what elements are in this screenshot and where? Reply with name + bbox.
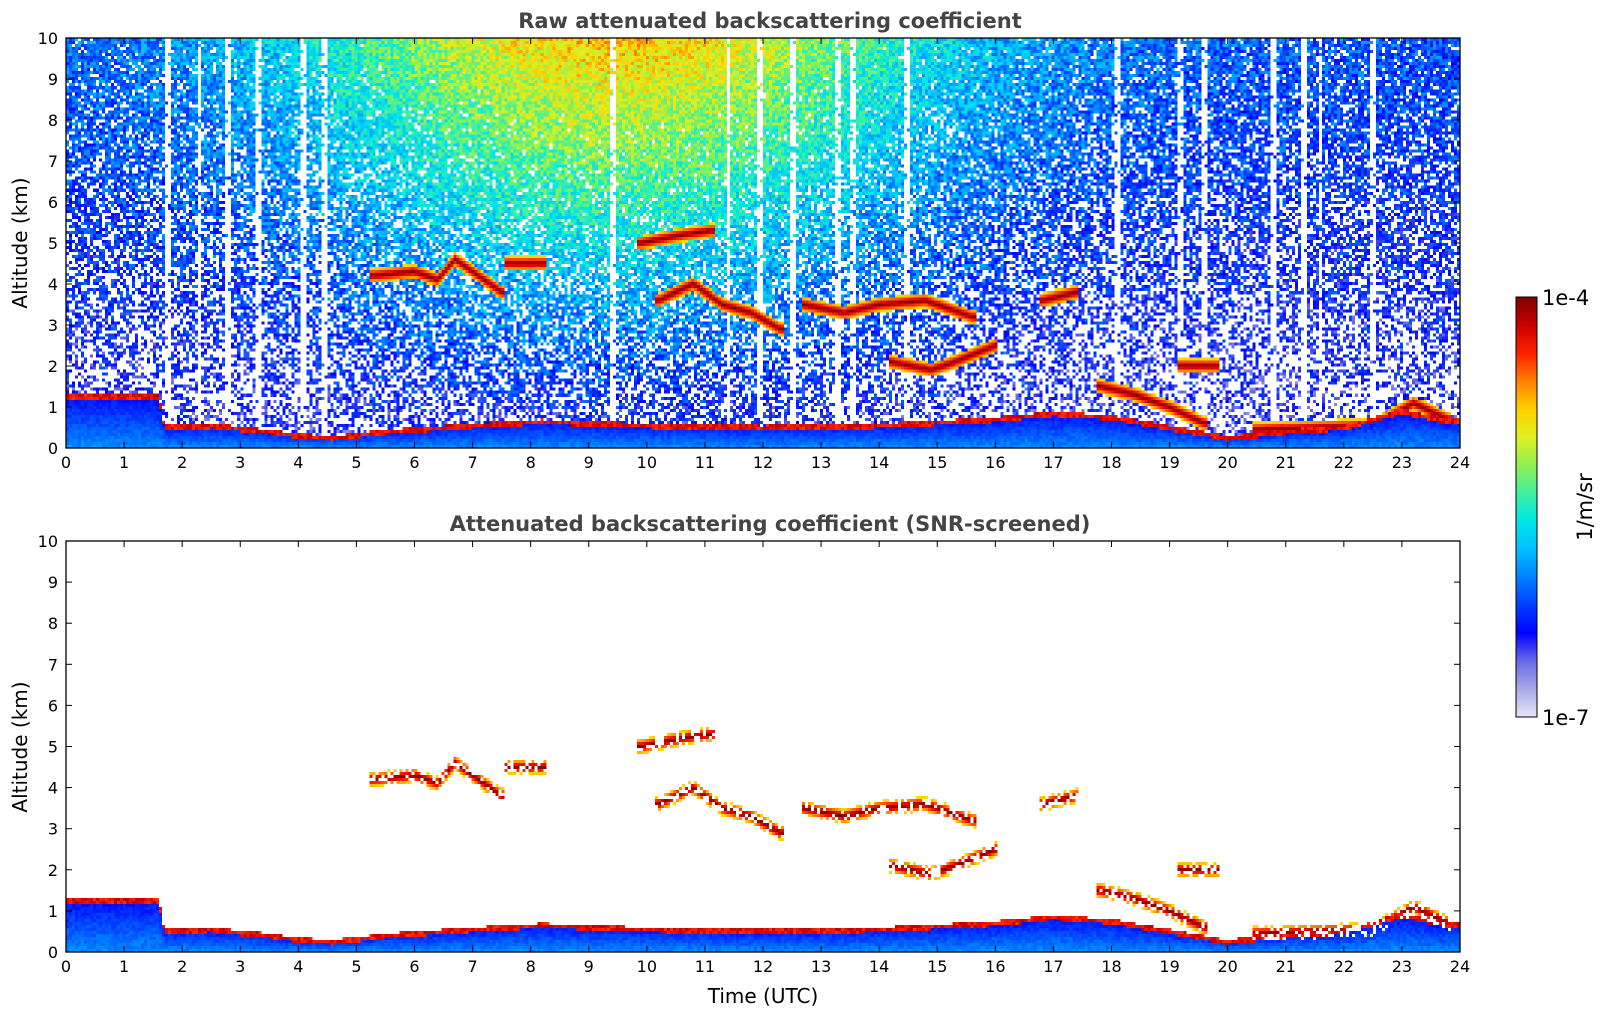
colorbar-unit-label: 1/m/sr <box>1573 473 1597 541</box>
x-tick-label: 5 <box>351 453 361 472</box>
x-tick-label: 20 <box>1217 453 1237 472</box>
colorbar-min-label: 1e-7 <box>1542 706 1589 730</box>
x-tick-label: 3 <box>235 957 245 976</box>
raw-heatmap <box>66 38 1460 448</box>
y-tick-label: 0 <box>48 943 58 962</box>
colorbar: 1e-4 1e-7 1/m/sr <box>1515 286 1597 730</box>
x-tick-label: 23 <box>1392 453 1412 472</box>
x-tick-label: 14 <box>869 453 889 472</box>
x-tick-label: 6 <box>409 957 419 976</box>
raw-backscatter-panel: Raw attenuated backscattering coefficien… <box>8 9 1470 472</box>
screened-backscatter-panel: Attenuated backscattering coefficient (S… <box>8 512 1470 1008</box>
x-tick-label: 10 <box>637 957 657 976</box>
y-tick-label: 9 <box>48 70 58 89</box>
x-tick-label: 15 <box>927 453 947 472</box>
x-tick-label: 22 <box>1334 453 1354 472</box>
x-tick-label: 14 <box>869 957 889 976</box>
x-tick-label: 0 <box>61 957 71 976</box>
raw-backscatter-image <box>66 38 1460 448</box>
x-tick-label: 11 <box>695 453 715 472</box>
screened-panel-title: Attenuated backscattering coefficient (S… <box>450 512 1091 536</box>
x-tick-label: 23 <box>1392 957 1412 976</box>
y-tick-label: 3 <box>48 820 58 839</box>
raw-axis-ticks: 0 1 2 3 4 5 6 7 8 9 10 11 12 13 14 15 16 17 18 19 20 21 22 23 24… <box>38 29 1471 472</box>
x-tick-label: 2 <box>177 453 187 472</box>
x-tick-label: 1 <box>119 957 129 976</box>
y-tick-label: 5 <box>48 234 58 253</box>
y-tick-label: 9 <box>48 573 58 592</box>
y-tick-label: 5 <box>48 738 58 757</box>
x-tick-label: 19 <box>1159 957 1179 976</box>
colorbar-max-label: 1e-4 <box>1542 286 1589 310</box>
raw-y-axis-label: Altitude (km) <box>8 177 32 308</box>
x-axis-label: Time (UTC) <box>707 984 819 1008</box>
x-tick-label: 17 <box>1043 957 1063 976</box>
screened-heatmap <box>66 541 1460 952</box>
x-tick-label: 3 <box>235 453 245 472</box>
x-tick-label: 10 <box>637 453 657 472</box>
x-tick-label: 11 <box>695 957 715 976</box>
y-tick-label: 1 <box>48 902 58 921</box>
y-tick-label: 10 <box>38 532 58 551</box>
y-tick-label: 3 <box>48 316 58 335</box>
x-tick-label: 19 <box>1159 453 1179 472</box>
x-tick-label: 12 <box>753 957 773 976</box>
x-tick-label: 17 <box>1043 453 1063 472</box>
x-tick-label: 21 <box>1276 957 1296 976</box>
x-tick-label: 12 <box>753 453 773 472</box>
x-tick-label: 8 <box>526 453 536 472</box>
x-tick-label: 9 <box>584 453 594 472</box>
x-tick-label: 1 <box>119 453 129 472</box>
x-tick-label: 5 <box>351 957 361 976</box>
x-tick-label: 21 <box>1276 453 1296 472</box>
y-tick-label: 2 <box>48 357 58 376</box>
y-tick-label: 8 <box>48 111 58 130</box>
y-tick-label: 10 <box>38 29 58 48</box>
y-tick-label: 6 <box>48 696 58 715</box>
y-tick-label: 4 <box>48 779 58 798</box>
y-tick-label: 7 <box>48 655 58 674</box>
screened-axis-ticks: 0 1 2 3 4 5 6 7 8 9 10 11 12 13 14 15 16 17 18 19 20 21 22 23 24… <box>38 532 1471 976</box>
y-tick-label: 6 <box>48 193 58 212</box>
x-tick-label: 6 <box>409 453 419 472</box>
x-tick-label: 16 <box>985 453 1005 472</box>
y-tick-label: 4 <box>48 275 58 294</box>
x-tick-label: 4 <box>293 453 303 472</box>
colorbar-gradient <box>1515 296 1538 718</box>
raw-panel-title: Raw attenuated backscattering coefficien… <box>518 9 1022 33</box>
x-tick-label: 4 <box>293 957 303 976</box>
x-tick-label: 24 <box>1450 453 1470 472</box>
y-tick-label: 2 <box>48 861 58 880</box>
y-tick-label: 1 <box>48 398 58 417</box>
x-tick-label: 8 <box>526 957 536 976</box>
x-tick-label: 20 <box>1217 957 1237 976</box>
x-tick-label: 9 <box>584 957 594 976</box>
screened-backscatter-image <box>66 541 1460 952</box>
y-tick-label: 8 <box>48 614 58 633</box>
x-tick-label: 15 <box>927 957 947 976</box>
x-tick-label: 18 <box>1101 957 1121 976</box>
x-tick-label: 24 <box>1450 957 1470 976</box>
x-tick-label: 13 <box>811 957 831 976</box>
y-tick-label: 0 <box>48 439 58 458</box>
x-tick-label: 16 <box>985 957 1005 976</box>
x-tick-label: 13 <box>811 453 831 472</box>
screened-y-axis-label: Altitude (km) <box>8 681 32 812</box>
x-tick-label: 18 <box>1101 453 1121 472</box>
x-tick-label: 7 <box>467 453 477 472</box>
x-tick-label: 22 <box>1334 957 1354 976</box>
x-tick-label: 7 <box>467 957 477 976</box>
y-tick-label: 7 <box>48 152 58 171</box>
x-tick-label: 0 <box>61 453 71 472</box>
x-tick-label: 2 <box>177 957 187 976</box>
